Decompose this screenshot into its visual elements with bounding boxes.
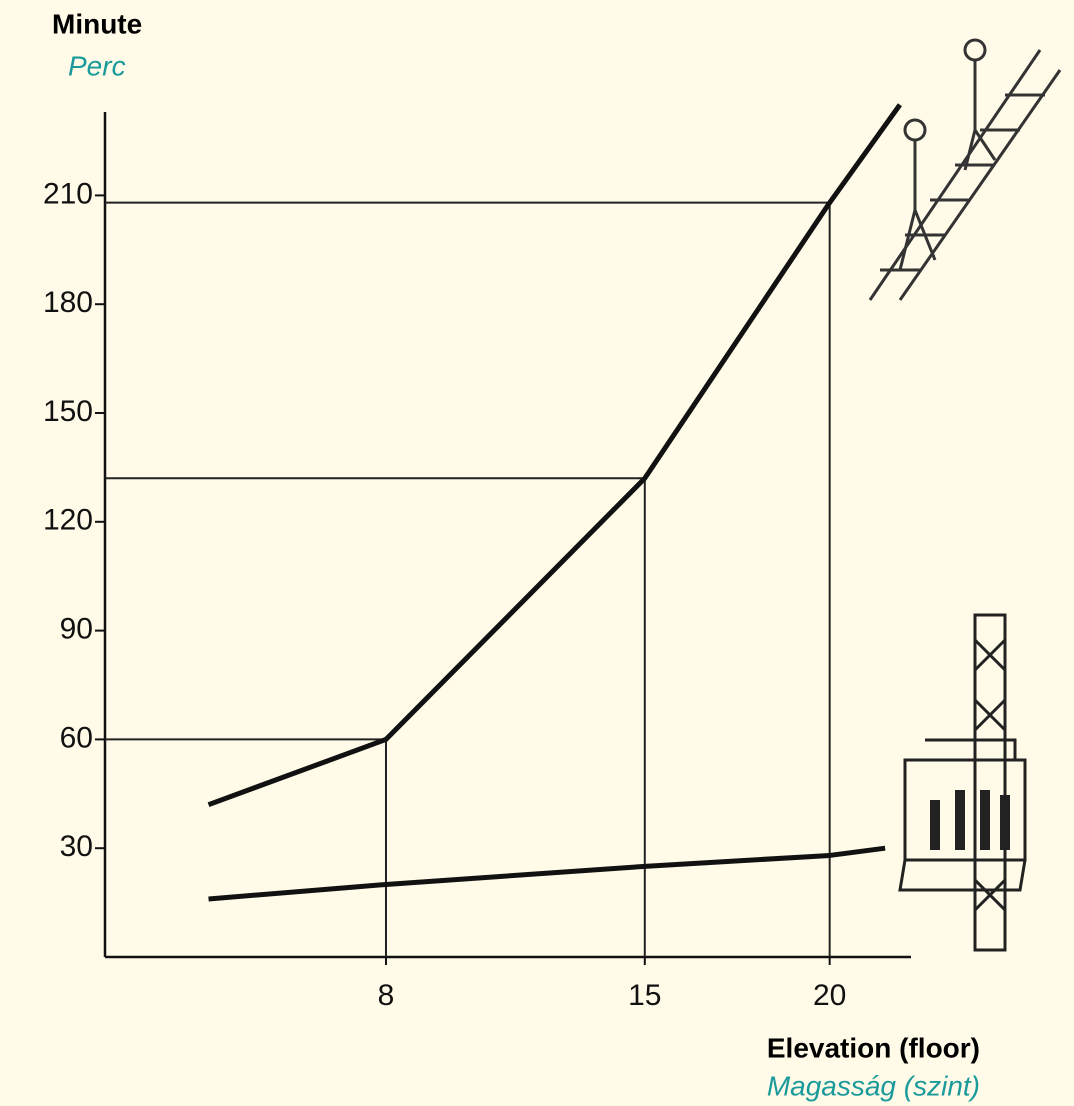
stair-illustration <box>868 38 1062 301</box>
y-tick-label: 180 <box>43 286 93 319</box>
y-tick-label: 210 <box>43 177 93 210</box>
y-tick-label: 150 <box>43 395 93 428</box>
x-tick-label: 15 <box>628 979 661 1012</box>
y-title-hu: Perc <box>68 50 126 81</box>
x-title-hu: Magasság (szint) <box>767 1070 980 1101</box>
x-title: Elevation (floor) <box>767 1032 980 1063</box>
y-tick-label: 90 <box>60 613 93 646</box>
y-tick-label: 30 <box>60 830 93 863</box>
y-tick-label: 60 <box>60 721 93 754</box>
x-tick-label: 20 <box>813 979 846 1012</box>
series-line <box>208 845 886 902</box>
y-tick-label: 120 <box>43 504 93 537</box>
lift-illustration <box>898 613 1027 952</box>
y-title: Minute <box>52 8 142 39</box>
series-line <box>207 103 902 808</box>
x-tick-label: 8 <box>378 979 395 1012</box>
